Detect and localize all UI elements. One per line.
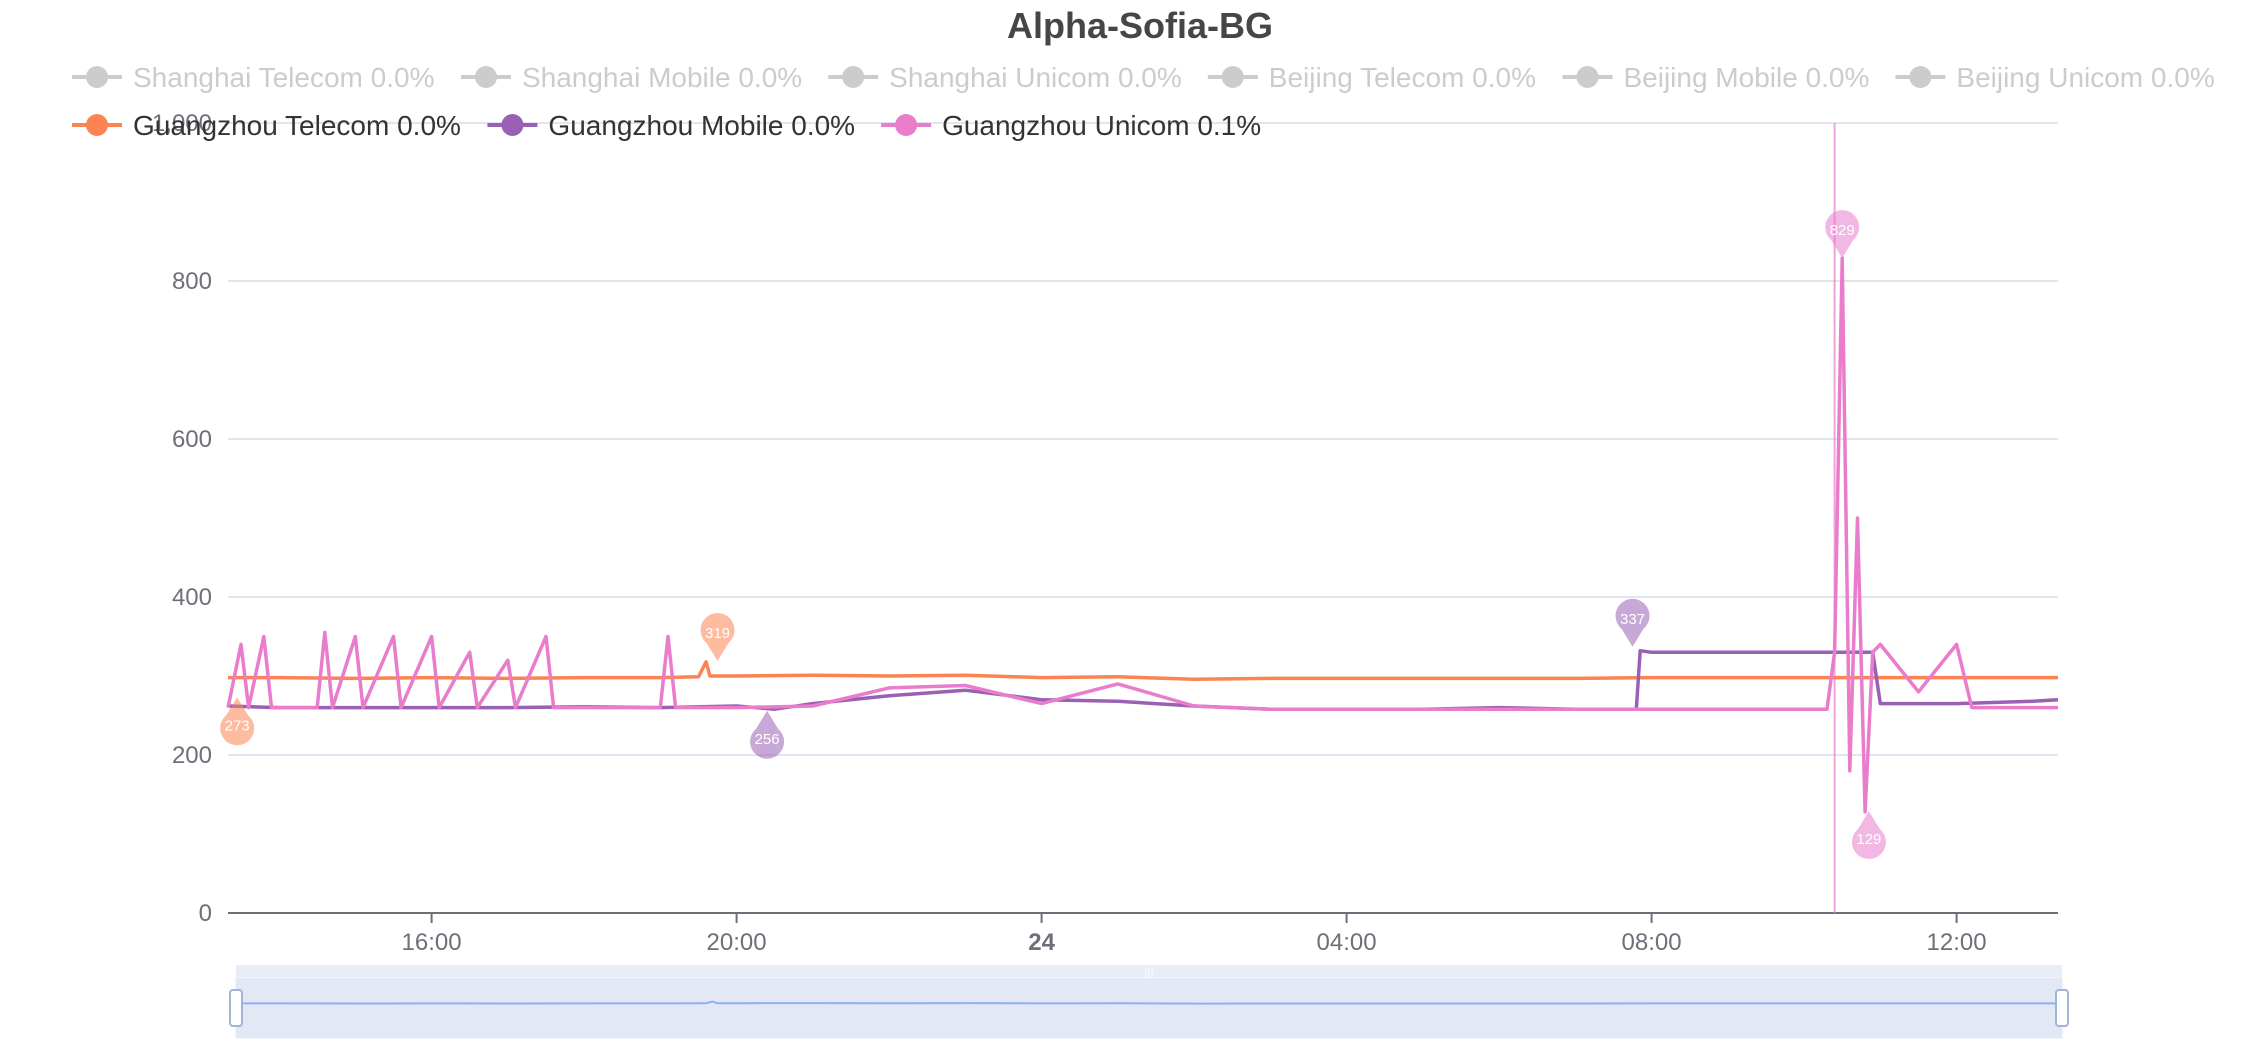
legend-item-beijing-unicom-0-0[interactable]: Beijing Unicom 0.0% <box>1895 62 2215 93</box>
y-axis-tick-labels: 0 200 400 600 800 1,000 <box>152 110 212 927</box>
zoom-overview-line <box>236 1000 2062 1005</box>
legend-item-guangzhou-telecom-0-0[interactable]: Guangzhou Telecom 0.0% <box>72 110 461 141</box>
y-tick-label: 200 <box>172 742 212 769</box>
legend-dot-icon <box>1909 66 1932 88</box>
zoom-slider[interactable]: ||| <box>229 965 2069 1039</box>
x-tick-label: 20:00 <box>707 929 767 956</box>
zoom-range-grip-icon[interactable]: ||| <box>1144 965 1153 979</box>
marker-max-guangzhou-unicom <box>1825 210 1860 259</box>
marker-label: 319 <box>705 625 730 642</box>
series-lines <box>226 256 2059 814</box>
legend-label: Shanghai Mobile 0.0% <box>522 62 802 93</box>
legend-label: Beijing Unicom 0.0% <box>1956 62 2214 93</box>
marker-label: 256 <box>755 731 780 748</box>
marker-min-guangzhou-telecom <box>220 697 255 746</box>
legend-dot-icon <box>86 66 108 88</box>
marker-max-guangzhou-telecom <box>700 613 735 661</box>
marker-min-guangzhou-unicom <box>1851 811 1886 860</box>
legend: Shanghai Telecom 0.0% Shanghai Mobile 0.0… <box>72 62 2215 141</box>
zoom-range-bar[interactable] <box>236 965 2062 977</box>
y-tick-label: 0 <box>199 900 212 927</box>
legend-item-shanghai-mobile-0-0[interactable]: Shanghai Mobile 0.0% <box>460 62 802 93</box>
legend-item-beijing-mobile-0-0[interactable]: Beijing Mobile 0.0% <box>1562 62 1869 93</box>
marker-label: 829 <box>1830 222 1855 239</box>
series-line-guangzhou-telecom <box>228 660 2058 681</box>
grid-lines <box>228 122 2058 756</box>
marker-label: 129 <box>1856 831 1881 848</box>
legend-label: Guangzhou Mobile 0.0% <box>548 110 855 141</box>
legend-label: Guangzhou Telecom 0.0% <box>133 110 461 141</box>
min-max-markers: 319 273 337 256 829 129 <box>220 210 1886 860</box>
legend-label: Beijing Mobile 0.0% <box>1623 62 1869 93</box>
legend-dot-icon <box>86 114 108 136</box>
legend-item-guangzhou-mobile-0-0[interactable]: Guangzhou Mobile 0.0% <box>487 110 855 141</box>
legend-dot-icon <box>1576 66 1599 88</box>
legend-dot-icon <box>842 66 865 88</box>
x-tick-label: 24 <box>1028 929 1055 956</box>
zoom-handle-left[interactable] <box>229 989 243 1027</box>
marker-max-guangzhou-mobile <box>1615 598 1650 647</box>
legend-item-beijing-telecom-0-0[interactable]: Beijing Telecom 0.0% <box>1207 62 1536 93</box>
legend-label: Beijing Telecom 0.0% <box>1269 62 1536 93</box>
legend-dot-icon <box>1221 66 1244 88</box>
axes <box>228 912 2058 923</box>
legend-label: Shanghai Telecom 0.0% <box>133 62 434 93</box>
x-tick-label: 08:00 <box>1622 929 1682 956</box>
legend-dot-icon <box>501 114 524 136</box>
legend-dot-icon <box>474 66 497 88</box>
zoom-track <box>235 977 2063 1039</box>
legend-label: Guangzhou Unicom 0.1% <box>942 110 1261 141</box>
chart-title: Alpha-Sofia-BG <box>1007 5 1273 46</box>
x-tick-label: 12:00 <box>1927 929 1987 956</box>
y-tick-label: 800 <box>172 268 212 295</box>
zoom-handle-right[interactable] <box>2055 989 2069 1027</box>
x-tick-label: 04:00 <box>1317 929 1377 956</box>
marker-label: 273 <box>225 717 250 734</box>
x-tick-label: 16:00 <box>402 929 462 956</box>
marker-min-guangzhou-mobile <box>750 710 785 759</box>
y-tick-label: 1,000 <box>152 110 212 137</box>
legend-dot-icon <box>895 114 918 136</box>
legend-item-shanghai-unicom-0-0[interactable]: Shanghai Unicom 0.0% <box>828 62 1182 93</box>
marker-label: 337 <box>1620 611 1645 628</box>
legend-item-guangzhou-unicom-0-1[interactable]: Guangzhou Unicom 0.1% <box>881 110 1261 141</box>
x-axis-tick-labels: 16:00 20:00 24 04:00 08:00 12:00 <box>402 929 1987 956</box>
series-line-guangzhou-unicom <box>226 256 2058 814</box>
legend-label: Shanghai Unicom 0.0% <box>889 62 1182 93</box>
y-tick-label: 600 <box>172 426 212 453</box>
y-tick-label: 400 <box>172 584 212 611</box>
legend-item-shanghai-telecom-0-0[interactable]: Shanghai Telecom 0.0% <box>72 62 434 93</box>
